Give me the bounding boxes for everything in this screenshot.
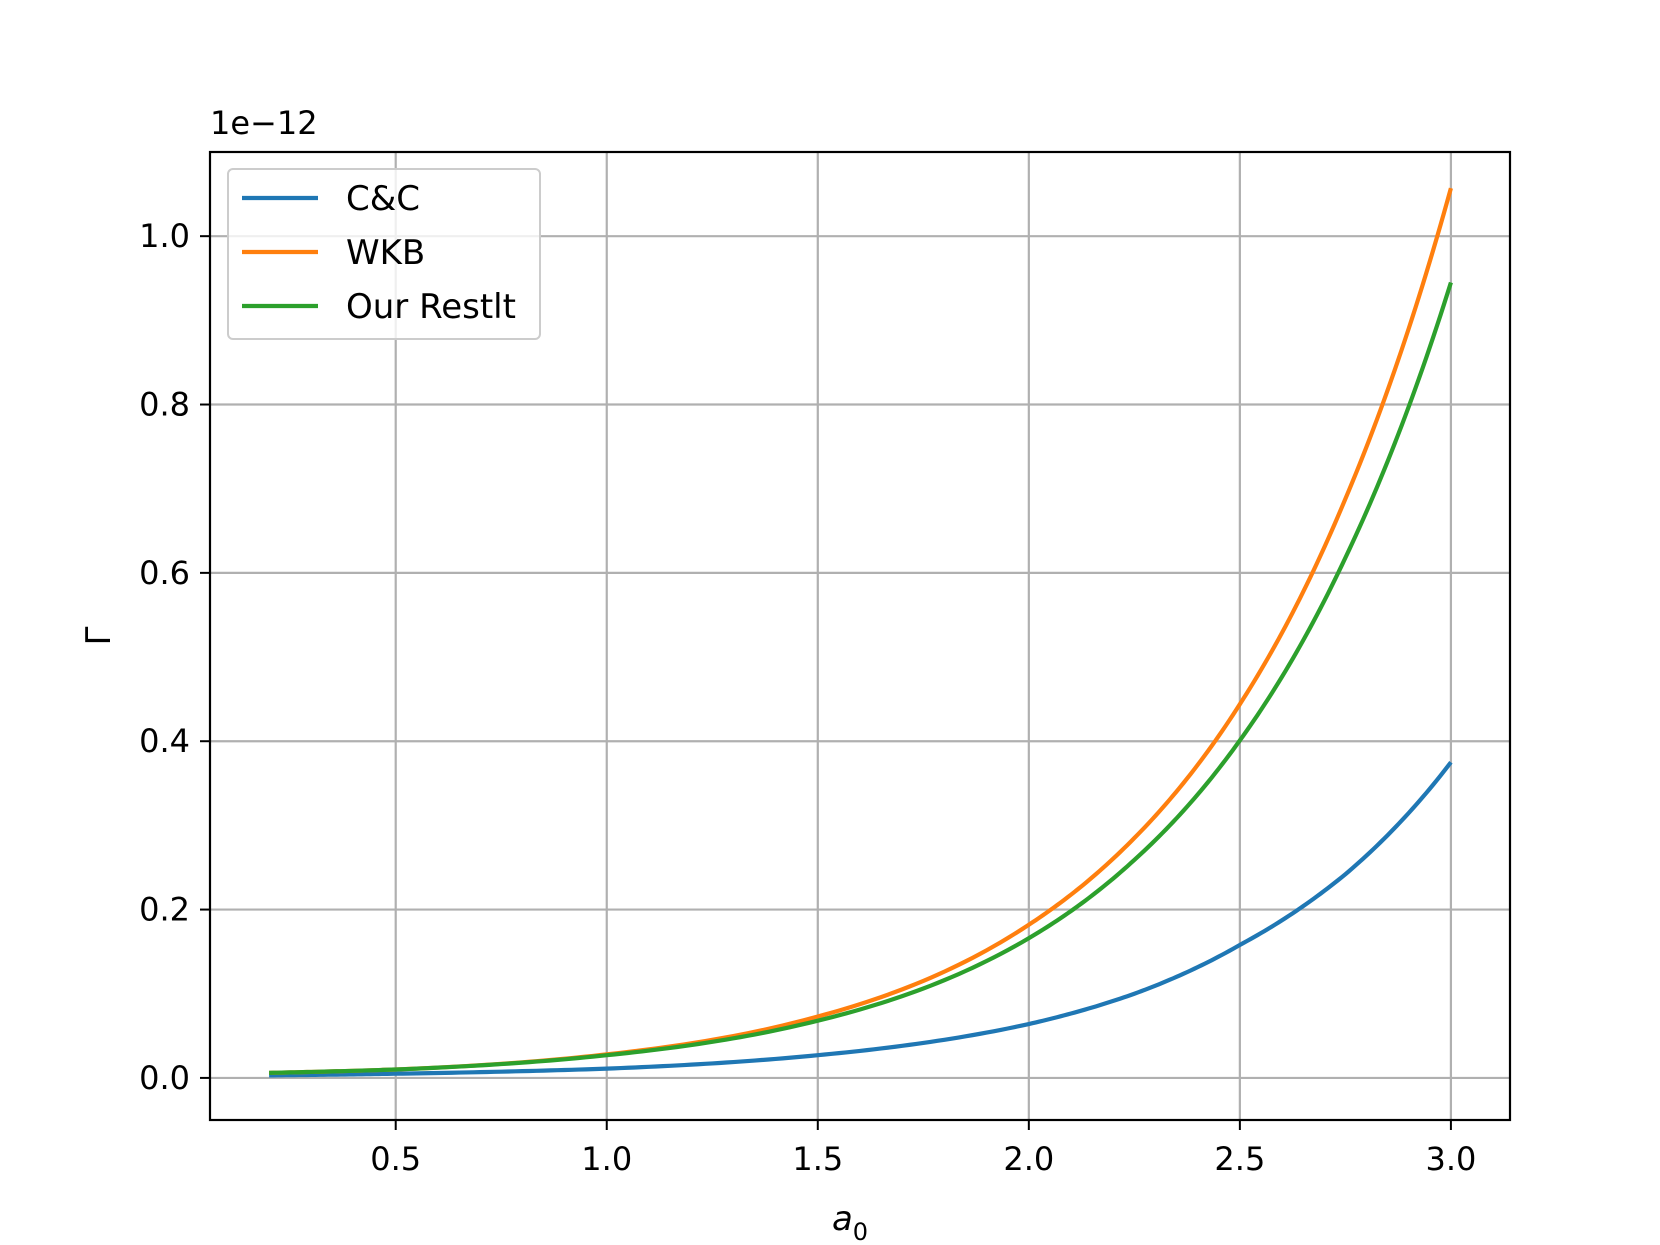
grid bbox=[210, 152, 1510, 1120]
x-axis-label: a0 bbox=[832, 1199, 868, 1245]
x-tick-label: 1.0 bbox=[581, 1140, 632, 1178]
legend: C&C WKB Our Restlt bbox=[227, 168, 541, 340]
series-line-our-restlt bbox=[269, 281, 1453, 1075]
legend-label: Our Restlt bbox=[346, 287, 516, 327]
legend-label: WKB bbox=[346, 233, 425, 273]
y-tick-label: 0.0 bbox=[139, 1059, 190, 1097]
x-tick-label: 0.5 bbox=[370, 1140, 421, 1178]
legend-label: C&C bbox=[346, 179, 420, 219]
y-tick-label: 0.8 bbox=[139, 386, 190, 424]
y-tick-label: 0.2 bbox=[139, 891, 190, 929]
y-axis-label: Γ bbox=[79, 626, 119, 645]
x-axis-label-base: a bbox=[832, 1199, 853, 1239]
y-tick-label: 0.4 bbox=[139, 722, 190, 760]
y-offset-text: 1e−12 bbox=[210, 104, 318, 142]
x-tick-label: 3.0 bbox=[1425, 1140, 1476, 1178]
series-group bbox=[269, 187, 1453, 1078]
y-tick-label: 1.0 bbox=[139, 217, 190, 255]
ticks: 0.5 1.0 1.5 2.0 2.5 3.0 0.0 0.2 0.4 0.6 0.8 1.0 bbox=[139, 217, 1476, 1178]
y-tick-label: 0.6 bbox=[139, 554, 190, 592]
x-tick-label: 1.5 bbox=[792, 1140, 843, 1178]
x-axis-label-subscript: 0 bbox=[853, 1218, 868, 1245]
plot-frame bbox=[208, 150, 1512, 1122]
series-line-c-c bbox=[269, 760, 1453, 1078]
x-tick-label: 2.0 bbox=[1003, 1140, 1054, 1178]
legend-box bbox=[227, 168, 541, 340]
x-tick-label: 2.5 bbox=[1214, 1140, 1265, 1178]
